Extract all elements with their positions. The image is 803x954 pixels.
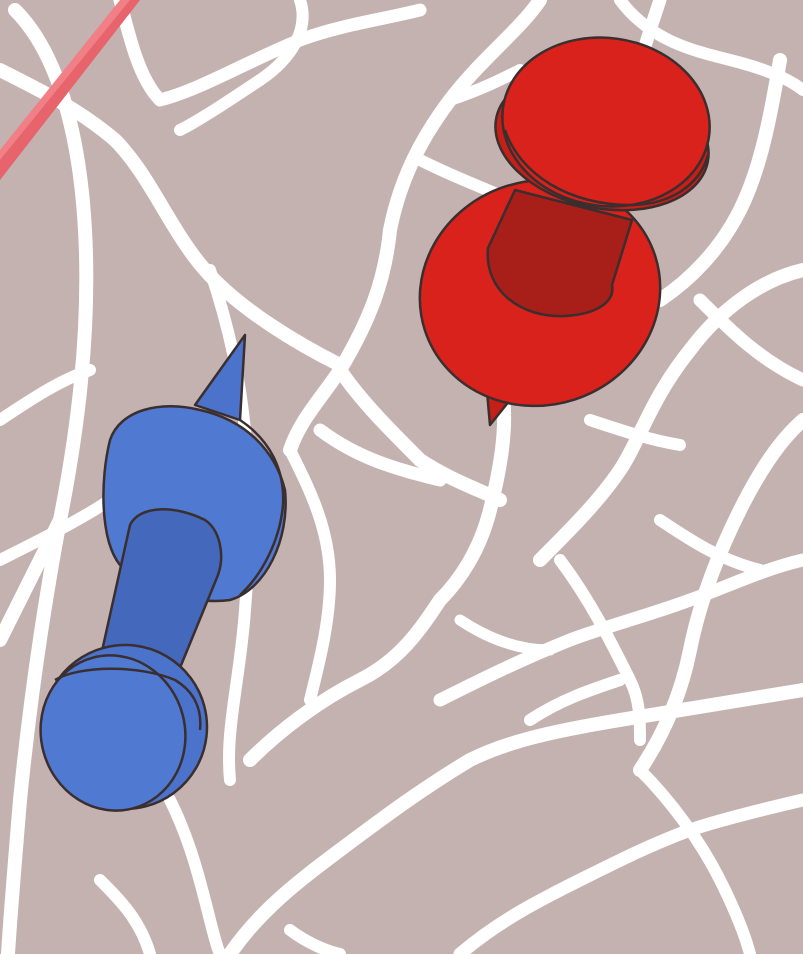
road: [453, 793, 803, 954]
pin-stem: [98, 508, 223, 682]
road: [524, 674, 626, 726]
road: [653, 53, 787, 307]
pin-head-edge: [503, 129, 710, 207]
road: [533, 263, 803, 567]
road: [164, 794, 226, 954]
road: [0, 513, 67, 647]
pin-base-edge: [239, 418, 285, 596]
road: [333, 363, 507, 507]
road: [654, 514, 766, 576]
red-pushpin[interactable]: [390, 24, 721, 437]
road: [1, 3, 94, 954]
road: [693, 293, 803, 387]
road: [454, 614, 556, 656]
road: [113, 0, 427, 107]
road: [444, 64, 526, 106]
road: [174, 0, 309, 136]
road: [634, 764, 756, 954]
pin-stem: [486, 188, 634, 318]
road: [283, 0, 547, 457]
road: [284, 924, 346, 954]
road: [284, 444, 336, 706]
pin-head: [39, 654, 187, 812]
road: [94, 874, 156, 954]
pin-head: [501, 36, 711, 208]
pin-head-edge: [54, 667, 202, 731]
road: [0, 364, 96, 426]
road: [584, 414, 686, 451]
partial-pin-needle: [0, 0, 140, 180]
blue-pushpin[interactable]: [23, 333, 287, 827]
road: [223, 683, 803, 954]
road: [243, 373, 512, 767]
road: [554, 554, 646, 746]
road: [433, 553, 803, 707]
pin-needle: [193, 333, 247, 422]
road: [313, 423, 447, 487]
